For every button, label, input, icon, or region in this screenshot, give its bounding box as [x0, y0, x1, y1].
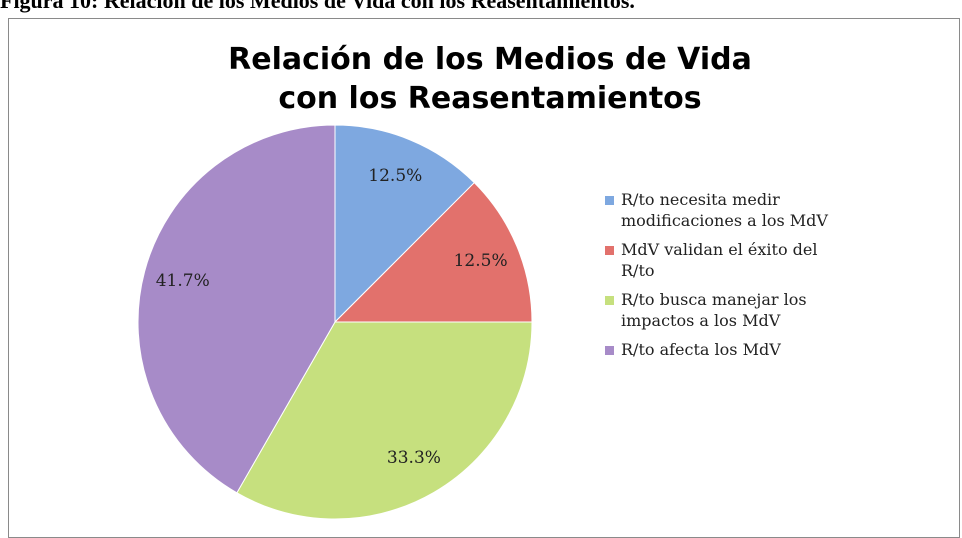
pie-slice [137, 124, 336, 494]
legend-swatch [605, 246, 614, 255]
data-label: 41.7% [156, 271, 210, 291]
legend-label: R/to afecta los MdV [621, 340, 781, 359]
chart-title: Relación de los Medios de Vida con los R… [228, 42, 752, 116]
legend-swatch [605, 346, 614, 355]
legend-label: R/to busca manejar los impactos a los Md… [621, 290, 807, 330]
legend-swatch [605, 296, 614, 305]
legend: R/to necesita medir modificaciones a los… [605, 189, 845, 368]
legend-item: MdV validan el éxito del R/to [605, 239, 845, 281]
figure-caption: Figura 10: Relación de los Medios de Vid… [0, 0, 635, 13]
pie-slice [333, 181, 533, 323]
legend-item: R/to necesita medir modificaciones a los… [605, 189, 845, 231]
legend-label: MdV validan el éxito del R/to [621, 240, 818, 280]
legend-item: R/to busca manejar los impactos a los Md… [605, 289, 845, 331]
legend-item: R/to afecta los MdV [605, 339, 845, 360]
data-label: 12.5% [368, 166, 422, 186]
data-label: 33.3% [387, 448, 441, 468]
legend-label: R/to necesita medir modificaciones a los… [621, 190, 828, 230]
legend-swatch [605, 196, 614, 205]
pie-slice [334, 124, 476, 324]
data-label: 12.5% [454, 251, 508, 271]
pie-slice [236, 321, 533, 520]
